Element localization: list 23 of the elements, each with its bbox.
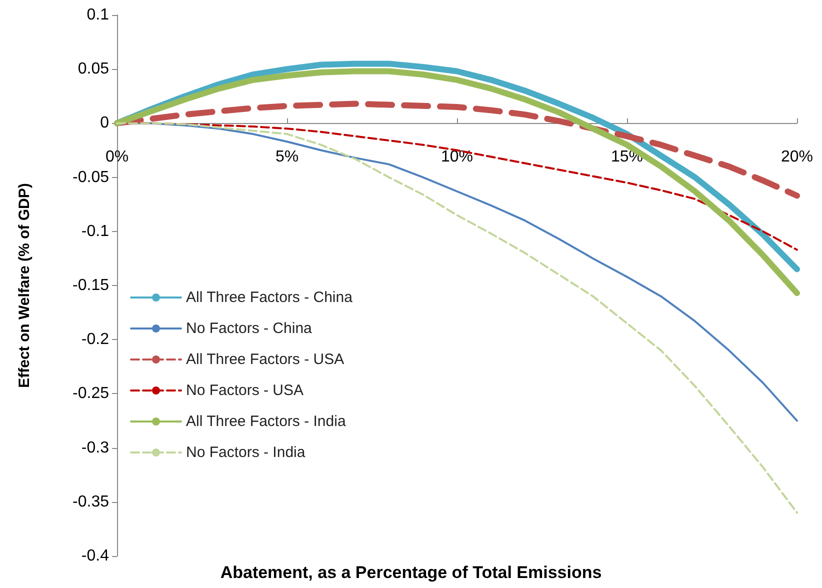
legend-label: No Factors - USA — [186, 382, 304, 399]
x-tick-label: 10% — [440, 148, 474, 166]
y-tick-label: -0.2 — [81, 331, 110, 348]
y-tick-label: -0.15 — [72, 277, 110, 294]
legend-label: No Factors - China — [186, 320, 313, 337]
y-tick-label: 0 — [100, 114, 110, 132]
legend-label: All Three Factors - USA — [186, 351, 344, 368]
y-tick-label: -0.3 — [81, 439, 110, 456]
x-tick-label: 5% — [275, 148, 299, 166]
y-tick-label: -0.1 — [81, 222, 110, 240]
y-axis-title: Effect on Welfare (% of GDP) — [16, 183, 33, 388]
x-axis-title: Abatement, as a Percentage of Total Emissions — [220, 563, 602, 582]
y-tick-label: -0.25 — [72, 385, 110, 402]
y-tick-label: 0.1 — [86, 6, 110, 24]
legend-label: All Three Factors - India — [186, 413, 346, 430]
y-tick-label: 0.05 — [78, 60, 110, 78]
legend-label: All Three Factors - China — [186, 289, 354, 306]
x-tick-label: 0% — [105, 148, 129, 166]
y-tick-label: -0.05 — [72, 168, 110, 186]
legend-label: No Factors - India — [186, 444, 306, 461]
y-tick-label: -0.4 — [81, 548, 110, 564]
y-tick-label: -0.35 — [72, 493, 110, 510]
x-tick-label: 20% — [780, 148, 814, 166]
